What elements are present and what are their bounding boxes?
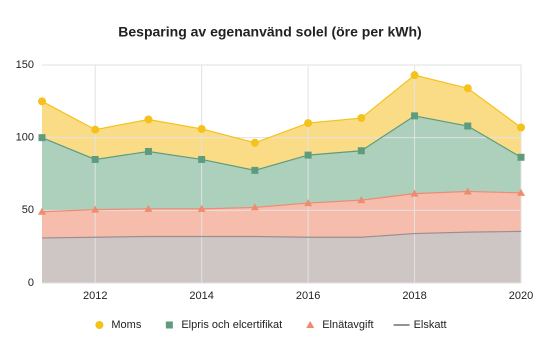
- data-point: [304, 199, 313, 207]
- series-line: [41, 74, 522, 144]
- area: [42, 191, 521, 238]
- y-tick-label: 0: [28, 277, 34, 289]
- data-point: [517, 188, 525, 196]
- y-tick-label: 50: [22, 204, 34, 216]
- data-point: [357, 196, 366, 204]
- data-point: [411, 112, 419, 120]
- data-point: [517, 153, 525, 161]
- data-point: [464, 122, 472, 130]
- legend-marker: [95, 321, 104, 329]
- data-point: [38, 97, 46, 106]
- series-line: [41, 230, 522, 239]
- data-point: [197, 124, 206, 133]
- x-tick-label: 2016: [296, 290, 320, 302]
- data-point: [198, 155, 206, 163]
- series-line: [41, 115, 522, 171]
- legend-marker: [165, 321, 173, 329]
- data-point: [357, 114, 366, 123]
- legend: Moms Elpris och elcertifikat Elnätavgift El…: [111, 319, 446, 331]
- x-tick-label: 2020: [509, 290, 533, 302]
- data-point: [251, 166, 259, 174]
- legend-label: Moms: [111, 319, 141, 331]
- x-tick-label: 2018: [402, 290, 426, 302]
- data-point: [304, 151, 312, 159]
- data-point: [144, 147, 152, 155]
- data-point: [250, 138, 259, 147]
- data-point: [357, 147, 365, 155]
- areas: [42, 75, 521, 283]
- data-point: [463, 187, 472, 195]
- legend-label: Elskatt: [414, 319, 447, 331]
- data-point: [91, 155, 99, 163]
- legend-marker: [306, 321, 315, 328]
- data-point: [250, 203, 259, 211]
- legend-label: Elnätavgift: [322, 319, 373, 331]
- data-point: [304, 119, 313, 128]
- x-tick-label: 2012: [83, 290, 107, 302]
- data-point: [410, 189, 419, 197]
- area: [42, 115, 521, 212]
- x-tick-label: 2014: [189, 290, 213, 302]
- data-point: [463, 84, 472, 93]
- area: [42, 75, 521, 171]
- data-point: [38, 207, 46, 215]
- data-point: [197, 204, 206, 212]
- data-point: [38, 134, 46, 142]
- data-point: [91, 205, 100, 213]
- legend-label: Elpris och elcertifikat: [181, 319, 282, 331]
- series-line: [41, 190, 522, 213]
- area: [42, 231, 521, 283]
- y-tick-label: 150: [16, 59, 34, 71]
- data-point: [144, 204, 153, 212]
- y-tick-label: 100: [16, 132, 34, 144]
- data-point: [144, 115, 153, 124]
- data-point: [517, 123, 525, 132]
- data-point: [410, 71, 419, 80]
- chart-title: Besparing av egenanvänd solel (öre per k…: [118, 24, 421, 40]
- data-point: [91, 125, 100, 134]
